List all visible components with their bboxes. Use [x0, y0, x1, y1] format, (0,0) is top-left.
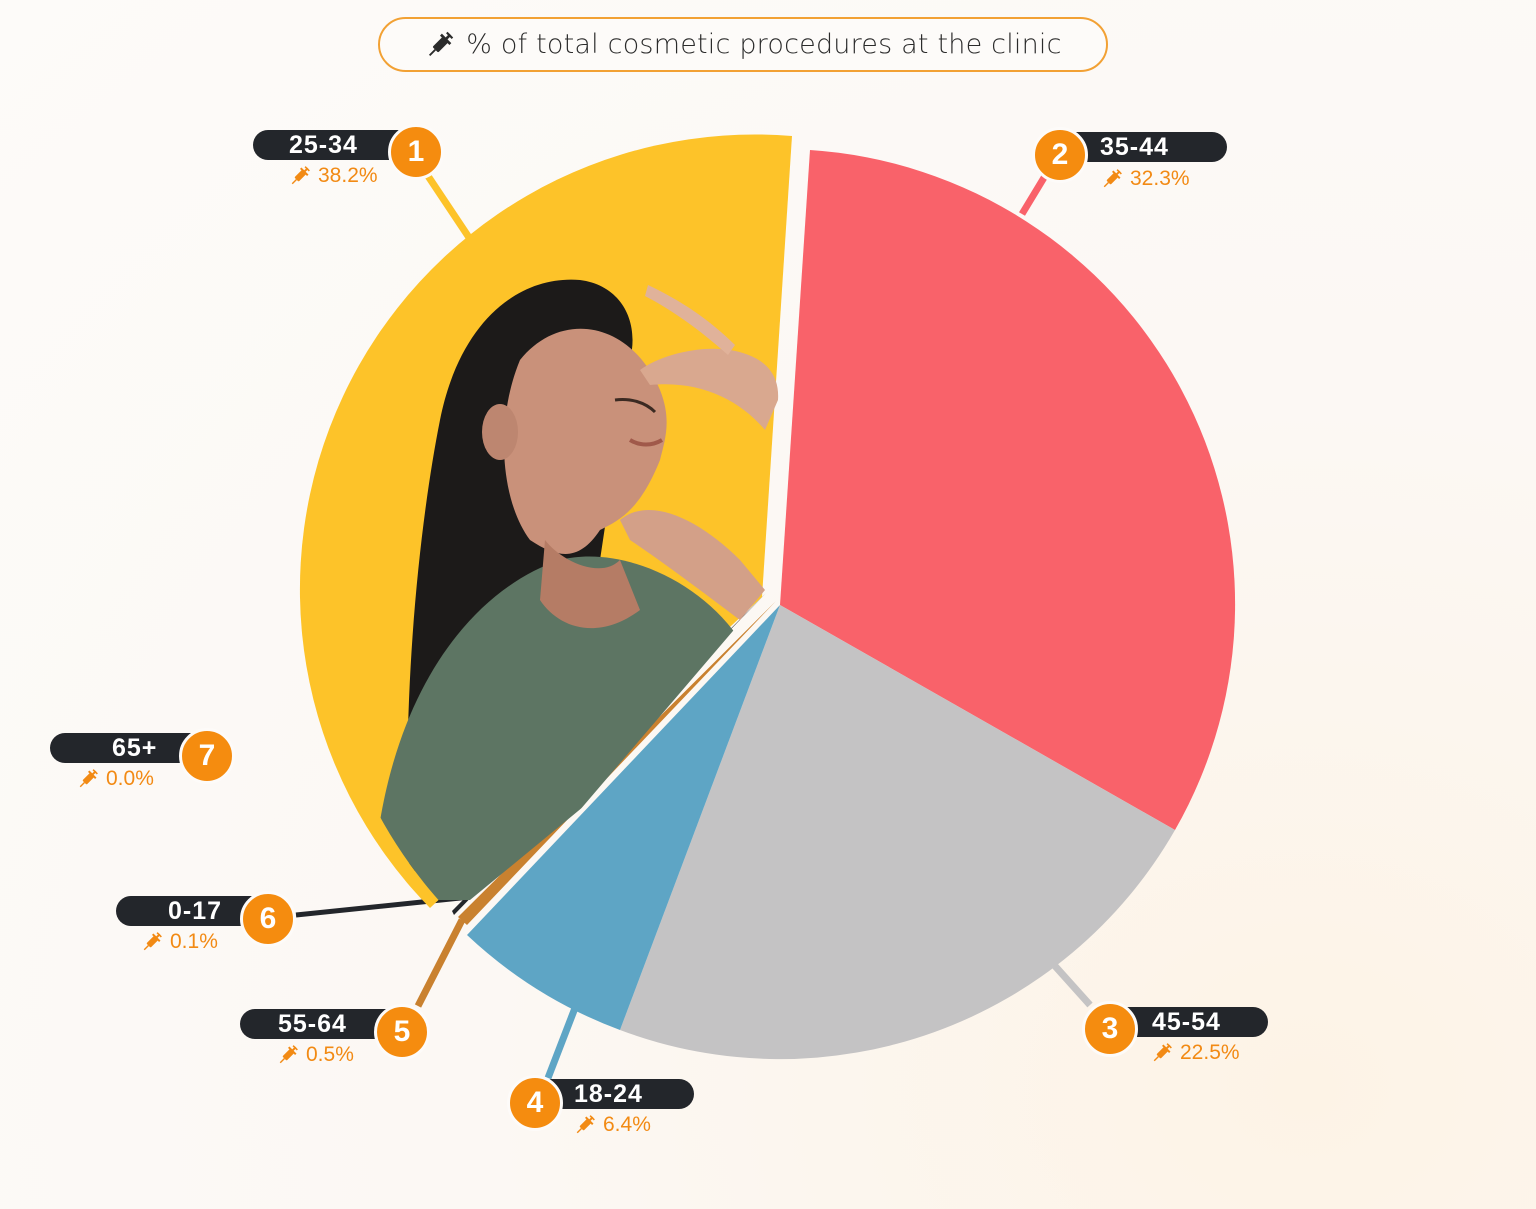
leader-line-1: [425, 174, 475, 244]
rank-badge: 2: [1032, 127, 1088, 183]
percent-value: 22.5%: [1150, 1041, 1240, 1065]
syringe-icon: [143, 932, 162, 951]
syringe-icon: [576, 1115, 595, 1134]
rank-badge: 1: [388, 124, 444, 180]
portrait-photo: [372, 279, 779, 900]
slice-18-24: [467, 605, 780, 1030]
rank-badge: 6: [240, 891, 296, 947]
age-group-pill: 18-24: [536, 1079, 694, 1109]
leader-line-5: [414, 918, 466, 1008]
chart-title-text: % of total cosmetic procedures at the cl…: [466, 29, 1062, 60]
age-group-pill: 25-34: [253, 130, 413, 160]
rank-badge: 3: [1082, 1001, 1138, 1057]
percent-value: 6.4%: [573, 1113, 651, 1137]
percent-value: 0.1%: [140, 930, 218, 954]
chart-title: % of total cosmetic procedures at the cl…: [378, 17, 1108, 72]
slice-25-34: [299, 134, 792, 909]
rank-badge: 5: [374, 1004, 430, 1060]
rank-badge: 7: [179, 728, 235, 784]
syringe-icon: [1153, 1043, 1172, 1062]
leader-line-2: [1019, 174, 1048, 216]
slice-45-54: [620, 605, 1175, 1060]
syringe-icon: [291, 166, 310, 185]
percent-value: 0.5%: [276, 1043, 354, 1067]
syringe-icon: [279, 1045, 298, 1064]
slice-35-44: [780, 150, 1236, 830]
syringe-icon: [1103, 169, 1122, 188]
age-group-pill: 35-44: [1060, 132, 1227, 162]
leader-line-4: [544, 1006, 579, 1080]
percent-value: 32.3%: [1100, 167, 1190, 191]
rank-badge: 4: [507, 1075, 563, 1131]
percent-value: 38.2%: [288, 164, 378, 188]
syringe-icon: [79, 769, 98, 788]
leader-line-3: [1052, 963, 1093, 1008]
age-group-pill: 55-64: [240, 1009, 400, 1039]
syringe-icon: [429, 31, 454, 56]
percent-value: 0.0%: [76, 767, 154, 791]
